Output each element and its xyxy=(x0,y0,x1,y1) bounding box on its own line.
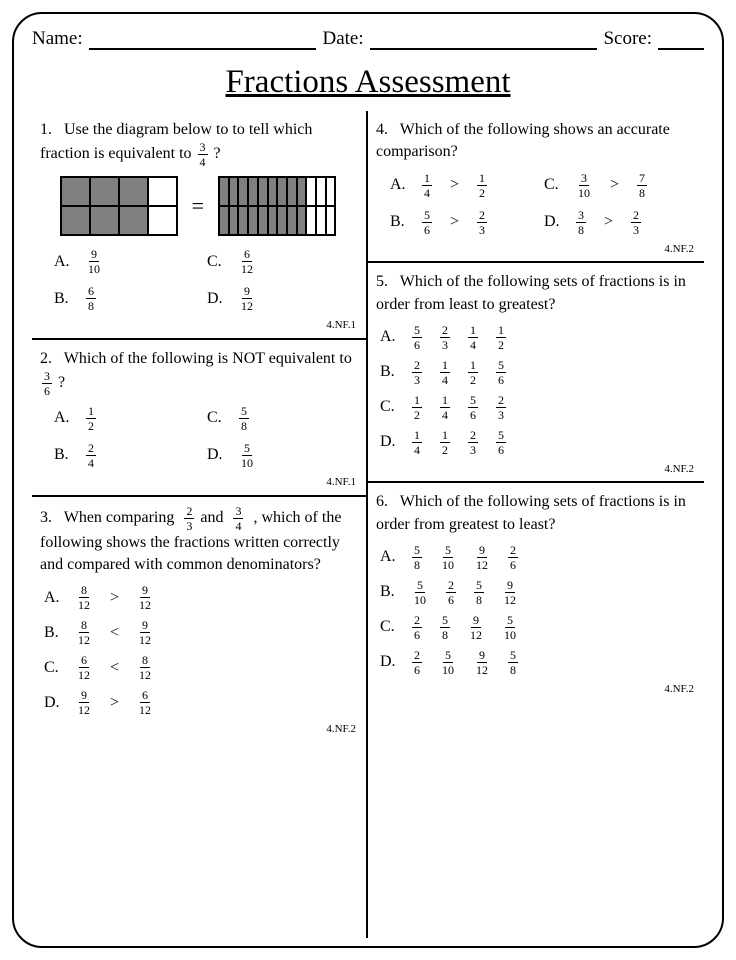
diagram-grid-left xyxy=(60,176,178,236)
option-A[interactable]: A.812>912 xyxy=(44,584,352,611)
q1-prompt: Use the diagram below to to tell which f… xyxy=(40,121,312,163)
option-D[interactable]: D.38>23 xyxy=(544,209,690,236)
option-D[interactable]: D.14122356 xyxy=(380,429,690,456)
q5-prompt: Which of the following sets of fractions… xyxy=(376,273,686,312)
q4-prompt: Which of the following shows an accurate… xyxy=(376,121,670,160)
option-D[interactable]: D.2651091258 xyxy=(380,649,690,676)
option-A[interactable]: A.14>12 xyxy=(390,172,536,199)
q3-standard: 4.NF.2 xyxy=(40,722,356,737)
q1-options: A.910 C.612 B.68 D.912 xyxy=(40,248,356,316)
worksheet-frame: Name: Date: Score: Fractions Assessment … xyxy=(12,12,724,948)
q4-num: 4. xyxy=(376,121,388,138)
q6-standard: 4.NF.2 xyxy=(376,682,694,697)
worksheet-page: Name: Date: Score: Fractions Assessment … xyxy=(0,0,736,960)
name-blank[interactable] xyxy=(89,28,317,50)
question-4: 4. Which of the following shows an accur… xyxy=(368,111,704,263)
q5-num: 5. xyxy=(376,273,388,290)
option-B[interactable]: B.56>23 xyxy=(390,209,536,236)
q1-standard: 4.NF.1 xyxy=(40,318,356,333)
option-B[interactable]: B.24 xyxy=(54,442,199,469)
option-B[interactable]: B.812<912 xyxy=(44,619,352,646)
option-C[interactable]: C.12145623 xyxy=(380,394,690,421)
q1-text: 1. Use the diagram below to to tell whic… xyxy=(40,119,356,168)
q2-prompt: Which of the following is NOT equivalent… xyxy=(64,350,352,367)
right-column: 4. Which of the following shows an accur… xyxy=(368,111,704,938)
score-label: Score: xyxy=(603,28,652,50)
date-label: Date: xyxy=(322,28,363,50)
equals-sign: = xyxy=(192,191,204,222)
question-2: 2. Which of the following is NOT equival… xyxy=(32,340,366,497)
option-D[interactable]: D.912 xyxy=(207,285,352,312)
option-C[interactable]: C.310>78 xyxy=(544,172,690,199)
q4-standard: 4.NF.2 xyxy=(376,242,694,257)
question-3: 3. When comparing 23 and 34 , which of t… xyxy=(32,497,366,742)
q1-diagram: = xyxy=(40,176,356,236)
score-blank[interactable] xyxy=(658,28,704,50)
q1-fraction: 34 xyxy=(196,146,214,163)
option-A[interactable]: A.910 xyxy=(54,248,199,275)
option-A[interactable]: A.56231412 xyxy=(380,324,690,351)
question-1: 1. Use the diagram below to to tell whic… xyxy=(32,111,366,340)
option-D[interactable]: D.912>612 xyxy=(44,689,352,716)
date-blank[interactable] xyxy=(370,28,598,50)
q2-text: 2. Which of the following is NOT equival… xyxy=(40,348,356,397)
question-5: 5. Which of the following sets of fracti… xyxy=(368,263,704,483)
q6-options: A.5851091226 B.5102658912 C.2658912510 D.26… xyxy=(376,544,694,680)
question-6: 6. Which of the following sets of fracti… xyxy=(368,483,704,701)
option-B[interactable]: B.23141256 xyxy=(380,359,690,386)
q4-text: 4. Which of the following shows an accur… xyxy=(376,119,694,164)
q6-text: 6. Which of the following sets of fracti… xyxy=(376,491,694,536)
q2-options: A.12 C.58 B.24 D.510 xyxy=(40,405,356,473)
q3-options: A.812>912 B.812<912 C.612<812 D.912>612 xyxy=(40,584,356,720)
q2-tail: ? xyxy=(58,374,65,391)
q3-frac2: 34 xyxy=(231,509,245,526)
q3-text: 3. When comparing 23 and 34 , which of t… xyxy=(40,505,356,577)
page-title: Fractions Assessment xyxy=(32,64,704,101)
q3-frac1: 23 xyxy=(182,509,200,526)
q2-fraction: 36 xyxy=(40,374,58,391)
q3-num: 3. xyxy=(40,509,52,526)
q5-text: 5. Which of the following sets of fracti… xyxy=(376,271,694,316)
q3-mid: and xyxy=(200,509,223,526)
header-row: Name: Date: Score: xyxy=(32,28,704,50)
option-B[interactable]: B.5102658912 xyxy=(380,579,690,606)
columns: 1. Use the diagram below to to tell whic… xyxy=(32,111,704,938)
option-C[interactable]: C.612<812 xyxy=(44,654,352,681)
q6-prompt: Which of the following sets of fractions… xyxy=(376,493,686,532)
q2-num: 2. xyxy=(40,350,52,367)
name-label: Name: xyxy=(32,28,83,50)
option-D[interactable]: D.510 xyxy=(207,442,352,469)
q4-options: A.14>12 C.310>78 B.56>23 D.38>23 xyxy=(376,172,694,240)
option-C[interactable]: C.2658912510 xyxy=(380,614,690,641)
q1-num: 1. xyxy=(40,121,52,138)
diagram-grid-right xyxy=(218,176,336,236)
option-A[interactable]: A.12 xyxy=(54,405,199,432)
option-A[interactable]: A.5851091226 xyxy=(380,544,690,571)
option-C[interactable]: C.612 xyxy=(207,248,352,275)
q5-options: A.56231412 B.23141256 C.12145623 D.14122356 xyxy=(376,324,694,460)
q3-pre: When comparing xyxy=(64,509,175,526)
left-column: 1. Use the diagram below to to tell whic… xyxy=(32,111,368,938)
q6-num: 6. xyxy=(376,493,388,510)
q5-standard: 4.NF.2 xyxy=(376,462,694,477)
option-C[interactable]: C.58 xyxy=(207,405,352,432)
q2-standard: 4.NF.1 xyxy=(40,475,356,490)
option-B[interactable]: B.68 xyxy=(54,285,199,312)
q1-tail: ? xyxy=(214,146,221,163)
